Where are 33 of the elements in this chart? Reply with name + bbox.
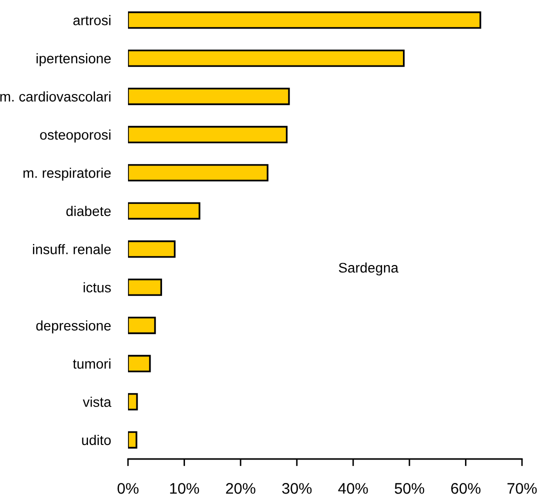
x-tick-label: 30% xyxy=(282,483,312,494)
y-tick-label: udito xyxy=(82,434,111,446)
y-tick-label: tumori xyxy=(72,358,110,369)
bar xyxy=(128,393,138,410)
x-tick-label: 20% xyxy=(226,483,256,494)
x-tick-label: 60% xyxy=(451,483,480,494)
y-tick-label: vista xyxy=(82,396,112,407)
y-tick-label: osteoporosi xyxy=(40,130,110,142)
x-tick-label: 70% xyxy=(507,483,537,494)
y-tick-label: insuff. renale xyxy=(32,244,111,254)
y-tick-label: ictus xyxy=(84,282,111,292)
bar xyxy=(128,278,162,296)
annotation: Sardegna xyxy=(338,262,398,276)
bar xyxy=(128,240,176,258)
x-tick-label: 0% xyxy=(118,483,138,494)
bar xyxy=(128,126,288,144)
bar xyxy=(128,11,482,29)
y-tick-label: diabete xyxy=(66,206,111,216)
bar xyxy=(128,50,405,67)
x-tick-label: 10% xyxy=(170,483,200,494)
x-tick-label: 50% xyxy=(394,483,424,494)
bar xyxy=(128,316,156,334)
bar xyxy=(128,202,200,220)
y-tick-label: ipertensione xyxy=(36,53,111,66)
bar xyxy=(128,88,290,106)
y-tick-label: m. respiratorie xyxy=(24,168,111,181)
bar xyxy=(128,431,138,449)
x-tick-label: 40% xyxy=(338,483,368,494)
bar xyxy=(128,164,268,182)
y-tick-label: depressione xyxy=(36,320,111,334)
y-tick-label: artrosi xyxy=(73,15,110,26)
bar xyxy=(128,354,151,372)
y-tick-label: m. cardiovascolari xyxy=(0,91,110,102)
